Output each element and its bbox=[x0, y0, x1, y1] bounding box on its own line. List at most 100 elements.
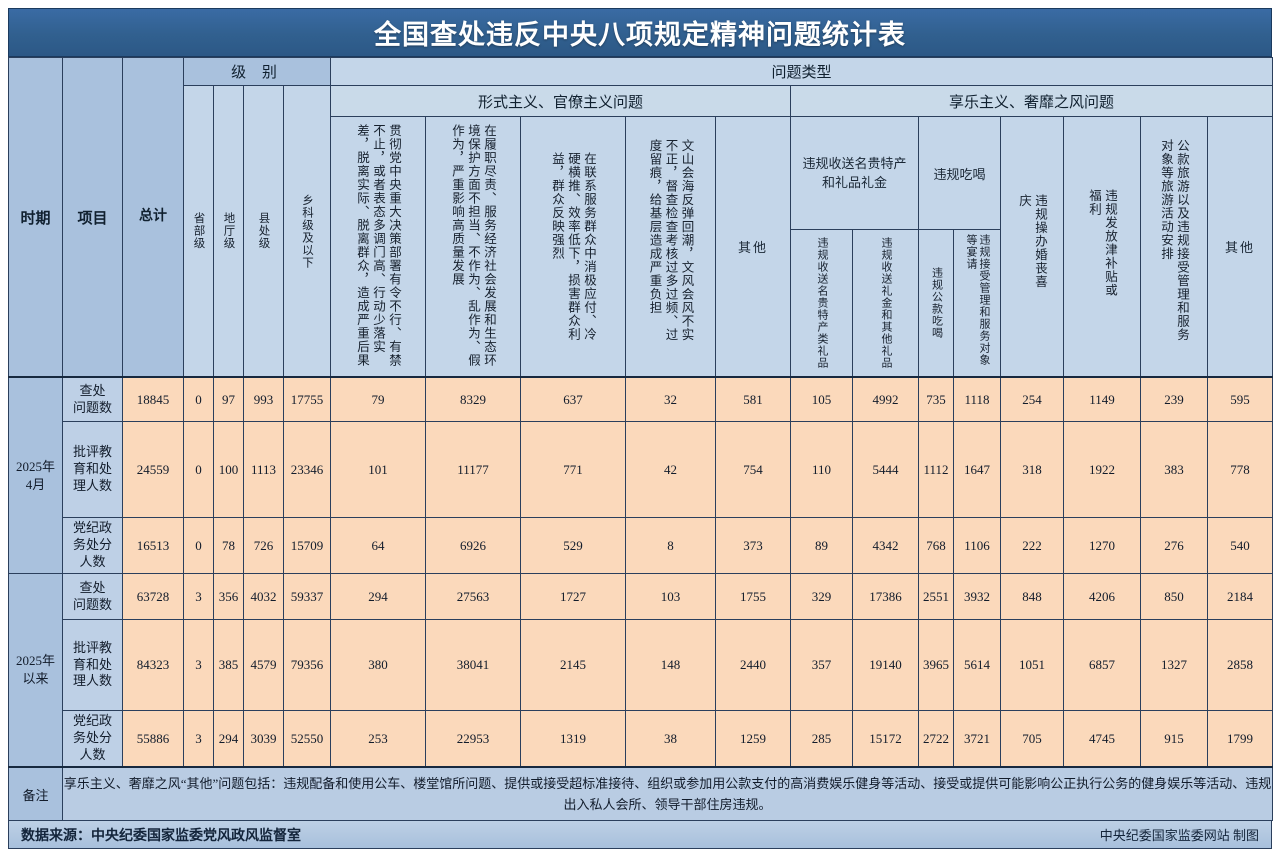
cell-level-2: 385 bbox=[213, 619, 244, 711]
cell-formalism-1: 64 bbox=[330, 517, 427, 574]
cell-subsidy: 1922 bbox=[1063, 421, 1142, 518]
header-hedonism-wedding: 违规操办婚丧喜庆 bbox=[1000, 116, 1065, 378]
page-title: 全国查处违反中央八项规定精神问题统计表 bbox=[374, 20, 906, 51]
cell-level-2: 100 bbox=[213, 421, 244, 518]
cell-level-4: 52550 bbox=[282, 710, 332, 768]
cell-formalism-other: 581 bbox=[715, 376, 792, 422]
cell-gift-2: 4992 bbox=[852, 376, 920, 422]
cell-hedonism-other: 778 bbox=[1207, 421, 1274, 518]
cell-eat-1: 3965 bbox=[918, 619, 955, 711]
cell-formalism-2: 11177 bbox=[425, 421, 522, 518]
cell-level-2: 97 bbox=[213, 376, 244, 422]
cell-level-1: 0 bbox=[183, 421, 214, 518]
cell-wedding: 318 bbox=[1000, 421, 1065, 518]
source-bar: 数据来源：中央纪委国家监委党风政风监督室 中央纪委国家监委网站 制图 bbox=[8, 821, 1272, 849]
table-row: 批评教 育和处 理人数 24559 0 100 1113 23346 101 111… bbox=[9, 421, 1274, 518]
cell-gift-1: 329 bbox=[790, 573, 854, 620]
cell-gift-2: 17386 bbox=[852, 573, 920, 620]
row-label: 查处 问题数 bbox=[62, 376, 123, 422]
cell-travel: 239 bbox=[1140, 376, 1209, 422]
cell-formalism-3: 529 bbox=[520, 517, 627, 574]
period-label-2: 2025年 以来 bbox=[8, 573, 63, 768]
remark-row: 备注 享乐主义、奢靡之风“其他”问题包括：违规配备和使用公车、楼堂馆所问题、提供… bbox=[8, 766, 1274, 821]
cell-formalism-4: 8 bbox=[625, 517, 717, 574]
header-level-diting: 地厅级 bbox=[213, 85, 244, 378]
cell-level-3: 726 bbox=[243, 517, 284, 574]
cell-formalism-3: 2145 bbox=[520, 619, 627, 711]
cell-formalism-2: 27563 bbox=[425, 573, 522, 620]
table-row: 党纪政 务处分 人数 16513 0 78 726 15709 64 6926 52… bbox=[9, 517, 1274, 574]
header-level-group: 级 别 bbox=[182, 57, 332, 86]
cell-gift-1: 89 bbox=[790, 517, 854, 574]
cell-gift-2: 4342 bbox=[852, 517, 920, 574]
header-group-formalism: 形式主义、官僚主义问题 bbox=[330, 85, 792, 117]
cell-formalism-other: 1755 bbox=[715, 573, 792, 620]
cell-subsidy: 4206 bbox=[1063, 573, 1142, 620]
header-level-xiangke: 乡科级及以下 bbox=[282, 85, 332, 378]
cell-level-2: 294 bbox=[213, 710, 244, 768]
row-label-text-4: 批评教 育和处 理人数 bbox=[72, 639, 112, 689]
row-label: 查处 问题数 bbox=[62, 573, 123, 620]
cell-level-1: 3 bbox=[183, 619, 214, 711]
header-level-sheng: 省部级 bbox=[183, 85, 214, 378]
cell-formalism-1: 380 bbox=[330, 619, 427, 711]
cell-formalism-2: 8329 bbox=[425, 376, 522, 422]
cell-eat-1: 1112 bbox=[918, 421, 955, 518]
header-level-xianchu: 县处级 bbox=[243, 85, 284, 378]
table-row: 2025年 以来 查处 问题数 63728 3 356 4032 59337 294… bbox=[8, 573, 1274, 768]
header-formalism-col-4: 文山会海反弹回潮，文风会风不实不正，督查检查考核过多过频、过度留痕，给基层造成严… bbox=[625, 116, 717, 378]
cell-eat-2: 3721 bbox=[953, 710, 1002, 768]
cell-level-4: 59337 bbox=[282, 573, 332, 620]
header-item: 项目 bbox=[62, 57, 123, 378]
cell-eat-2: 1118 bbox=[953, 376, 1002, 422]
cell-gift-1: 285 bbox=[790, 710, 854, 768]
cell-eat-2: 3932 bbox=[953, 573, 1002, 620]
header-hedonism-subsidy: 违规发放津补贴或福利 bbox=[1063, 116, 1142, 378]
cell-travel: 383 bbox=[1140, 421, 1209, 518]
cell-formalism-4: 103 bbox=[625, 573, 717, 620]
cell-gift-2: 19140 bbox=[852, 619, 920, 711]
row-label-text-5: 党纪政 务处分 人数 bbox=[72, 713, 112, 762]
cell-formalism-4: 148 bbox=[625, 619, 717, 711]
header-problem-type-group: 问题类型 bbox=[330, 57, 1274, 86]
cell-level-3: 993 bbox=[243, 376, 284, 422]
cell-travel: 850 bbox=[1140, 573, 1209, 620]
cell-subsidy: 6857 bbox=[1063, 619, 1142, 711]
cell-level-4: 17755 bbox=[282, 376, 332, 422]
cell-hedonism-other: 595 bbox=[1207, 376, 1274, 422]
table-row: 批评教 育和处 理人数 84323 3 385 4579 79356 380 380… bbox=[9, 619, 1274, 711]
header-hedonism-other: 其他 bbox=[1207, 116, 1274, 378]
cell-travel: 1327 bbox=[1140, 619, 1209, 711]
cell-gift-2: 5444 bbox=[852, 421, 920, 518]
cell-formalism-3: 1727 bbox=[520, 573, 627, 620]
cell-eat-2: 5614 bbox=[953, 619, 1002, 711]
cell-hedonism-other: 540 bbox=[1207, 517, 1274, 574]
header-gift-sub-2: 违规收送礼金和其他礼品 bbox=[852, 229, 920, 378]
cell-formalism-1: 253 bbox=[330, 710, 427, 768]
cell-total: 24559 bbox=[122, 421, 184, 518]
row-label: 党纪政 务处分 人数 bbox=[62, 517, 123, 574]
table-row: 2025年 4月 查处 问题数 18845 0 97 993 17755 79 83… bbox=[8, 376, 1274, 574]
cell-formalism-2: 22953 bbox=[425, 710, 522, 768]
cell-level-1: 0 bbox=[183, 376, 214, 422]
cell-hedonism-other: 2184 bbox=[1207, 573, 1274, 620]
header-formalism-col-other: 其他 bbox=[715, 116, 792, 378]
cell-formalism-3: 637 bbox=[520, 376, 627, 422]
cell-level-1: 0 bbox=[183, 517, 214, 574]
header-eat-sub-1: 违规公款吃喝 bbox=[918, 229, 955, 378]
cell-wedding: 254 bbox=[1000, 376, 1065, 422]
cell-gift-1: 357 bbox=[790, 619, 854, 711]
cell-formalism-1: 79 bbox=[330, 376, 427, 422]
row-label: 批评教 育和处 理人数 bbox=[62, 619, 123, 711]
header-total: 总计 bbox=[122, 57, 184, 378]
cell-hedonism-other: 1799 bbox=[1207, 710, 1274, 768]
cell-gift-1: 110 bbox=[790, 421, 854, 518]
header-formalism-col-1: 贯彻党中央重大决策部署有令不行、有禁不止，或者表态多调门高、行动少落实差，脱离实… bbox=[330, 116, 427, 378]
cell-wedding: 705 bbox=[1000, 710, 1065, 768]
cell-level-4: 79356 bbox=[282, 619, 332, 711]
cell-level-1: 3 bbox=[183, 573, 214, 620]
cell-formalism-4: 32 bbox=[625, 376, 717, 422]
period-label-1: 2025年 4月 bbox=[8, 376, 63, 574]
header-eat-sub-2: 违规接受管理和服务对象等宴请 bbox=[953, 229, 1002, 378]
cell-total: 84323 bbox=[122, 619, 184, 711]
